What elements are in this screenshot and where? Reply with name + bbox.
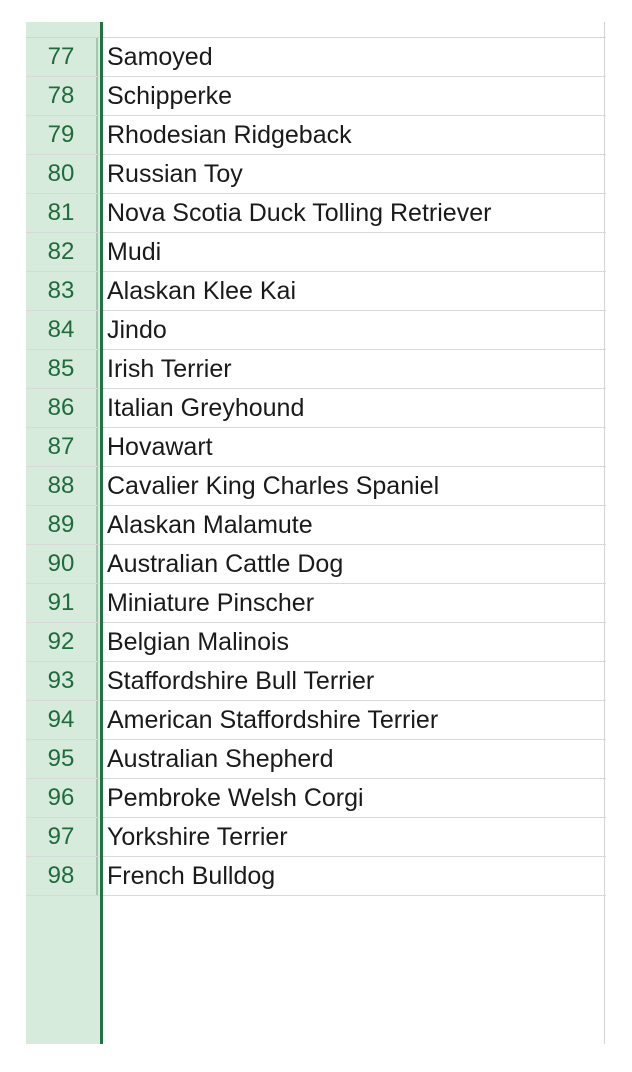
table-row[interactable]: 78 Schipperke [26,77,606,116]
cell-breed[interactable]: Italian Greyhound [107,394,305,422]
cell-breed[interactable]: Australian Shepherd [107,745,334,773]
row-number[interactable]: 98 [26,857,98,895]
row-number[interactable]: 96 [26,779,98,817]
row-number[interactable]: 92 [26,623,98,661]
cell-breed[interactable]: Australian Cattle Dog [107,550,344,578]
cell-breed[interactable]: Rhodesian Ridgeback [107,121,352,149]
table-row[interactable]: 90 Australian Cattle Dog [26,545,606,584]
row-header-column[interactable] [26,22,100,1044]
column-divider[interactable] [604,22,605,1044]
cell-breed[interactable]: Hovawart [107,433,213,461]
cell-breed[interactable]: Jindo [107,316,167,344]
spreadsheet-grid: 77 Samoyed 78 Schipperke 79 Rhodesian Ri… [26,22,606,1044]
row-number[interactable]: 94 [26,701,98,739]
cell-breed[interactable]: Mudi [107,238,162,266]
row-number[interactable]: 81 [26,194,98,232]
table-row[interactable]: 77 Samoyed [26,38,606,77]
row-number[interactable]: 82 [26,233,98,271]
table-row[interactable]: 88 Cavalier King Charles Spaniel [26,467,606,506]
partial-row-top[interactable] [26,22,606,38]
table-row[interactable]: 81 Nova Scotia Duck Tolling Retriever [26,194,606,233]
table-row[interactable]: 83 Alaskan Klee Kai [26,272,606,311]
cell-breed[interactable]: French Bulldog [107,862,276,890]
row-number[interactable]: 89 [26,506,98,544]
cell-breed[interactable]: Belgian Malinois [107,628,290,656]
table-row[interactable]: 98 French Bulldog [26,857,606,896]
table-row[interactable]: 79 Rhodesian Ridgeback [26,116,606,155]
cell-breed[interactable]: American Staffordshire Terrier [107,706,439,734]
row-number[interactable]: 77 [26,38,98,76]
table-row[interactable]: 96 Pembroke Welsh Corgi [26,779,606,818]
cell-breed[interactable]: Schipperke [107,82,233,110]
cell-breed[interactable]: Miniature Pinscher [107,589,315,617]
cell-breed[interactable]: Nova Scotia Duck Tolling Retriever [107,199,492,227]
row-number[interactable]: 85 [26,350,98,388]
row-number[interactable]: 87 [26,428,98,466]
cell-breed[interactable]: Cavalier King Charles Spaniel [107,472,440,500]
selection-edge [100,22,103,1044]
table-row[interactable]: 92 Belgian Malinois [26,623,606,662]
row-number[interactable]: 88 [26,467,98,505]
row-number[interactable]: 79 [26,116,98,154]
cell-breed[interactable]: Pembroke Welsh Corgi [107,784,364,812]
table-row[interactable]: 84 Jindo [26,311,606,350]
table-row[interactable]: 86 Italian Greyhound [26,389,606,428]
cell-breed[interactable]: Russian Toy [107,160,243,188]
cell-breed[interactable]: Alaskan Malamute [107,511,313,539]
cell-breed[interactable]: Alaskan Klee Kai [107,277,297,305]
cell-breed[interactable]: Samoyed [107,43,213,71]
table-row[interactable]: 85 Irish Terrier [26,350,606,389]
cell-breed[interactable]: Irish Terrier [107,355,232,383]
row-number[interactable]: 91 [26,584,98,622]
table-row[interactable]: 97 Yorkshire Terrier [26,818,606,857]
cell-breed[interactable]: Yorkshire Terrier [107,823,288,851]
row-number[interactable]: 95 [26,740,98,778]
row-number[interactable]: 80 [26,155,98,193]
row-number[interactable]: 84 [26,311,98,349]
row-number[interactable]: 78 [26,77,98,115]
table-row[interactable]: 94 American Staffordshire Terrier [26,701,606,740]
table-row[interactable]: 93 Staffordshire Bull Terrier [26,662,606,701]
row-number[interactable]: 93 [26,662,98,700]
table-row[interactable]: 87 Hovawart [26,428,606,467]
row-number[interactable]: 97 [26,818,98,856]
row-number[interactable]: 86 [26,389,98,427]
table-row[interactable]: 80 Russian Toy [26,155,606,194]
table-row[interactable]: 91 Miniature Pinscher [26,584,606,623]
rows-container: 77 Samoyed 78 Schipperke 79 Rhodesian Ri… [26,38,606,896]
table-row[interactable]: 89 Alaskan Malamute [26,506,606,545]
row-number[interactable]: 83 [26,272,98,310]
table-row[interactable]: 82 Mudi [26,233,606,272]
table-row[interactable]: 95 Australian Shepherd [26,740,606,779]
row-number[interactable]: 90 [26,545,98,583]
cell-breed[interactable]: Staffordshire Bull Terrier [107,667,375,695]
